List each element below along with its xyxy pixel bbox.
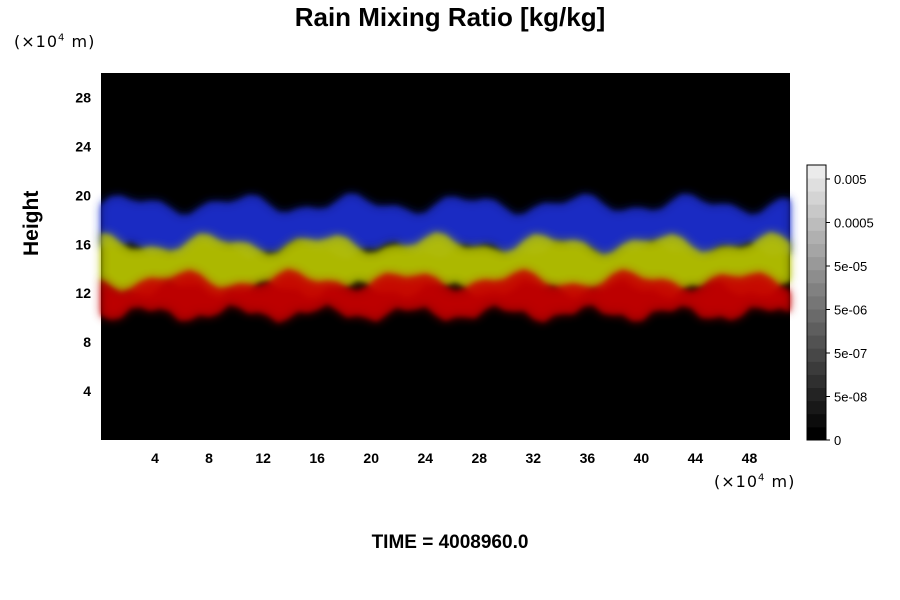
- colorbar-tick-label: 5e-07: [834, 346, 867, 361]
- colorbar-tick-label: 5e-06: [834, 303, 867, 318]
- colorbar-level: [807, 400, 826, 415]
- y-tick-label: 20: [75, 187, 91, 203]
- rain-layer-core: [101, 194, 790, 259]
- y-tick-label: 12: [75, 285, 91, 301]
- colorbar-level: [807, 204, 826, 218]
- colorbar-level: [807, 387, 826, 402]
- x-tick-label: 40: [634, 450, 650, 466]
- y-tick-label: 24: [75, 138, 91, 154]
- colorbar-level: [807, 217, 826, 231]
- x-tick-labels: 4 8 12 16 20 24 28 32 36 40 44 48: [151, 450, 757, 466]
- colorbar-level: [807, 426, 826, 441]
- colorbar-level: [807, 322, 826, 336]
- colorbar-level: [807, 361, 826, 375]
- x-tick-label: 24: [417, 450, 433, 466]
- rain-layer-core: [101, 269, 790, 323]
- x-tick-label: 28: [471, 450, 487, 466]
- colorbar-tick-label: 0.0005: [834, 216, 874, 231]
- colorbar-level: [807, 295, 826, 310]
- colorbar-level: [807, 282, 826, 297]
- colorbar-level: [807, 178, 826, 192]
- colorbar-level: [807, 413, 826, 428]
- colorbar-level: [807, 243, 826, 258]
- x-axis-unit: (×104 m): [714, 472, 796, 491]
- colorbar-level: [807, 335, 826, 349]
- colorbar-level: [807, 269, 826, 284]
- colorbar-level: [807, 309, 826, 323]
- colorbar-tick-label: 5e-05: [834, 259, 867, 274]
- x-tick-label: 44: [688, 450, 704, 466]
- chart-title: Rain Mixing Ratio [kg/kg]: [294, 2, 606, 32]
- colorbar-level: [807, 165, 826, 179]
- colorbar-tick-label: 0.005: [834, 172, 867, 187]
- x-tick-label: 4: [151, 450, 159, 466]
- colorbar-frame: [806, 164, 827, 441]
- y-tick-label: 28: [75, 89, 91, 105]
- y-tick-label: 8: [83, 334, 91, 350]
- x-tick-label: 32: [526, 450, 542, 466]
- time-label: TIME = 4008960.0: [371, 532, 529, 553]
- y-tick-label: 4: [83, 383, 91, 399]
- colorbar-level: [807, 348, 826, 362]
- colorbar-tick-label: 0: [834, 433, 841, 448]
- x-tick-label: 36: [580, 450, 596, 466]
- colorbar-level: [807, 230, 826, 244]
- colorbar-level: [807, 374, 826, 389]
- colorbar-level: [807, 191, 826, 205]
- x-tick-label: 48: [742, 450, 758, 466]
- x-tick-label: 16: [309, 450, 325, 466]
- colorbar-tick-label: 5e-08: [834, 390, 867, 405]
- rain-field: [101, 194, 790, 323]
- x-tick-label: 12: [255, 450, 271, 466]
- colorbar-level: [807, 256, 826, 271]
- y-tick-label: 16: [75, 236, 91, 252]
- colorbar: 0 5e-08 5e-07 5e-06 5e-05 0.0005 0.005: [806, 164, 874, 448]
- x-tick-label: 8: [205, 450, 213, 466]
- x-tick-label: 20: [363, 450, 379, 466]
- y-tick-labels: 4 8 12 16 20 24 28: [75, 89, 91, 399]
- y-axis-unit: (×104 m): [14, 32, 96, 51]
